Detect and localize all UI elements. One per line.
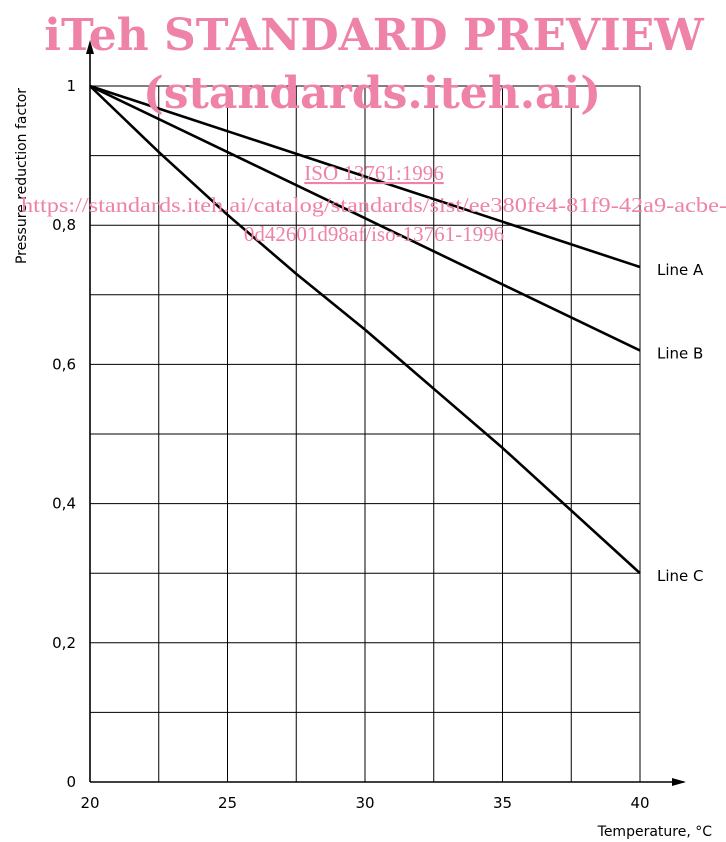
y-axis-arrow (86, 40, 94, 54)
series-line-c (89, 85, 641, 575)
x-axis-arrow (672, 778, 686, 786)
y-tick-label-0,4: 0,4 (52, 495, 76, 513)
x-tick-label-40: 40 (630, 794, 649, 812)
y-axis-label: Pressure reduction factor (14, 88, 30, 264)
x-axis-label: Temperature, °C (597, 824, 713, 840)
axes (86, 40, 686, 786)
watermark-url-line1: https://standards.iteh.ai/catalog/standa… (21, 193, 726, 217)
watermark: iTeh STANDARD PREVIEW (standards.iteh.ai… (21, 10, 726, 246)
watermark-title: iTeh STANDARD PREVIEW (44, 10, 704, 61)
series-label-line-c: Line C (657, 567, 704, 585)
x-tick-label-20: 20 (80, 794, 99, 812)
y-tick-label-0,8: 0,8 (52, 216, 76, 234)
watermark-url-line2: 0d42601d98af/iso-13761-1996 (244, 222, 504, 246)
x-tick-label-30: 30 (355, 794, 374, 812)
watermark-site: (standards.iteh.ai) (143, 68, 601, 119)
y-tick-label-0,6: 0,6 (52, 355, 76, 373)
series-line-a (89, 84, 641, 269)
y-tick-label-0: 0 (66, 773, 76, 791)
watermark-iso-link[interactable]: ISO 13761:1996 (304, 161, 443, 185)
x-tick-label-25: 25 (218, 794, 237, 812)
tick-labels: 20 25 30 35 40 0 0,2 0,4 0,6 0,8 1 (52, 77, 649, 812)
y-tick-label-1: 1 (66, 77, 76, 95)
series-label-line-a: Line A (657, 261, 704, 279)
series-label-line-b: Line B (657, 344, 703, 362)
x-tick-label-35: 35 (493, 794, 512, 812)
series-line-b (89, 84, 641, 352)
y-tick-label-0,2: 0,2 (52, 634, 76, 652)
series-lines: Line A Line B Line C (89, 84, 704, 585)
grid (89, 85, 641, 783)
